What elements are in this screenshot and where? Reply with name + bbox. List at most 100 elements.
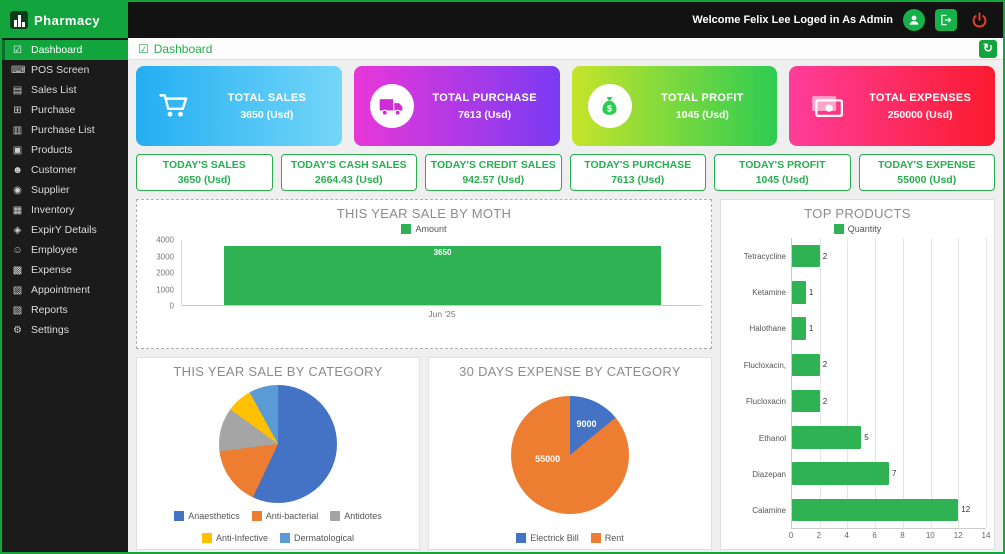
category-label: Halothane	[749, 324, 786, 334]
power-icon[interactable]	[967, 8, 991, 32]
bar-value-label: 2	[822, 251, 828, 261]
stat-card-label: TOTAL PURCHASE	[432, 91, 537, 104]
legend-label: Rent	[604, 533, 624, 543]
legend-sale-category: Anaesthetics Anti-bacterial Antidotes Anti-…	[145, 511, 411, 543]
app-logo: Pharmacy	[2, 2, 128, 38]
legend-swatch	[590, 533, 601, 543]
today-card-today-s-sales: TODAY'S SALES 3650 (Usd)	[136, 154, 273, 191]
reports-icon: ▨	[12, 304, 23, 316]
settings-icon: ⚙	[13, 324, 22, 336]
charts-area: THIS YEAR SALE BY MOTH Amount 0 1000 2000 3…	[136, 199, 995, 550]
sidebar-item-employee[interactable]: ☺ Employee	[2, 240, 128, 260]
category-label: Flucloxacin,	[743, 360, 786, 370]
user-avatar-icon[interactable]	[903, 9, 925, 31]
today-card-value: 55000 (Usd)	[897, 174, 957, 186]
sidebar-item-customer[interactable]: ☻ Customer	[2, 160, 128, 180]
legend-label: Anaesthetics	[188, 511, 240, 521]
expiry-details-icon: ◈	[13, 224, 22, 236]
sidebar-item-purchase[interactable]: ⊞ Purchase	[2, 100, 128, 120]
stat-cards-row: TOTAL SALES 3650 (Usd) TOTAL PURCHASE 7613 …	[136, 66, 995, 146]
logo-chart-icon	[10, 11, 28, 29]
cash-icon	[799, 89, 855, 123]
sidebar-item-products[interactable]: ▣ Products	[2, 140, 128, 160]
pie-value-label: 9000	[576, 418, 597, 429]
sidebar-item-label: Employee	[31, 244, 78, 256]
sidebar-item-label: Expense	[31, 264, 72, 276]
stat-card-value: 3650 (Usd)	[240, 108, 294, 121]
legend-item-rent: Rent	[590, 533, 624, 543]
bar-value-label: 1	[808, 287, 814, 297]
x-axis-tick: 0	[788, 531, 794, 540]
chart-title-sale-category: THIS YEAR SALE BY CATEGORY	[173, 364, 383, 379]
supplier-icon: ◉	[13, 184, 22, 196]
today-card-label: TODAY'S CASH SALES	[290, 159, 407, 171]
sidebar-item-expense[interactable]: ▩ Expense	[2, 260, 128, 280]
legend-swatch	[251, 511, 262, 521]
today-card-today-s-expense: TODAY'S EXPENSE 55000 (Usd)	[858, 154, 995, 191]
sidebar-item-inventory[interactable]: ▦ Inventory	[2, 200, 128, 220]
expense-icon: ▩	[12, 264, 23, 276]
today-card-today-s-profit: TODAY'S PROFIT 1045 (Usd)	[714, 154, 851, 191]
x-axis-tick: 14	[981, 531, 991, 540]
chart-title-expense-category: 30 DAYS EXPENSE BY CATEGORY	[459, 364, 681, 379]
legend-swatch	[330, 511, 341, 521]
x-axis-tick: 6	[872, 531, 877, 540]
inventory-icon: ▦	[12, 204, 23, 216]
breadcrumb-label: Dashboard	[153, 41, 213, 56]
sidebar-item-settings[interactable]: ⚙ Settings	[2, 320, 128, 340]
sidebar-item-dashboard[interactable]: ☑ Dashboard	[2, 40, 128, 60]
bar-tetracycline	[792, 244, 820, 268]
today-card-value: 1045 (Usd)	[755, 174, 809, 186]
sidebar-item-reports[interactable]: ▨ Reports	[2, 300, 128, 320]
stat-card-label: TOTAL EXPENSES	[869, 91, 972, 104]
sidebar-item-purchase-list[interactable]: ▥ Purchase List	[2, 120, 128, 140]
sidebar-item-sales-list[interactable]: ▤ Sales List	[2, 80, 128, 100]
stat-card-value: 250000 (Usd)	[887, 108, 953, 121]
shopping-cart-icon	[146, 89, 202, 123]
year-sale-bar-plot: 0 1000 2000 3000 4000 3650 Jun '25	[145, 236, 703, 319]
today-card-today-s-credit-sales: TODAY'S CREDIT SALES 942.57 (Usd)	[425, 154, 562, 191]
sidebar-item-label: Inventory	[31, 204, 75, 216]
x-axis-label: Jun '25	[428, 309, 456, 319]
today-card-today-s-cash-sales: TODAY'S CASH SALES 2664.43 (Usd)	[280, 154, 417, 191]
legend-item-anti-infective: Anti-Infective	[201, 533, 268, 543]
bar-halothane	[792, 317, 806, 340]
legend-label: Anti-bacterial	[265, 511, 319, 521]
legend-item-dermatological: Dermatological	[280, 533, 354, 543]
legend-swatch	[833, 224, 844, 234]
dashboard-content: TOTAL SALES 3650 (Usd) TOTAL PURCHASE 7613 …	[128, 60, 1003, 552]
today-card-label: TODAY'S CREDIT SALES	[430, 159, 556, 171]
today-card-label: TODAY'S PURCHASE	[584, 159, 692, 171]
sidebar-item-expiry-details[interactable]: ◈ ExpirY Details	[2, 220, 128, 240]
appointment-icon: ▧	[12, 284, 23, 296]
sidebar: ☑ Dashboard ⌨ POS Screen ▤ Sales List ⊞ Purchas…	[2, 38, 128, 552]
x-axis-tick: 10	[925, 531, 935, 540]
today-card-label: TODAY'S PROFIT	[738, 159, 826, 171]
x-axis-tick: 8	[900, 531, 905, 540]
dashboard-icon: ☑	[13, 44, 22, 56]
today-card-value: 7613 (Usd)	[611, 174, 665, 186]
pie-value-label: 55000	[535, 454, 561, 465]
breadcrumb-item: ☑ Dashboard	[138, 42, 212, 56]
legend-swatch	[174, 511, 185, 521]
sidebar-item-label: Appointment	[31, 284, 90, 296]
legend-swatch	[516, 533, 527, 543]
panel-expense-by-category: 30 DAYS EXPENSE BY CATEGORY 9000 55000 El…	[428, 357, 712, 550]
sidebar-item-label: Products	[31, 144, 73, 156]
sidebar-item-label: Sales List	[31, 84, 77, 96]
refresh-icon[interactable]: ↻	[979, 39, 997, 58]
delivery-truck-icon	[364, 84, 420, 128]
sidebar-item-supplier[interactable]: ◉ Supplier	[2, 180, 128, 200]
sidebar-item-appointment[interactable]: ▧ Appointment	[2, 280, 128, 300]
bar-diazepan	[792, 462, 889, 485]
sidebar-item-label: Purchase	[31, 104, 76, 116]
category-label: Ketamine	[752, 288, 786, 298]
legend-swatch	[280, 533, 290, 543]
bar-flucloxacin	[792, 353, 820, 377]
today-card-today-s-purchase: TODAY'S PURCHASE 7613 (Usd)	[569, 154, 706, 191]
sidebar-item-pos-screen[interactable]: ⌨ POS Screen	[2, 60, 128, 80]
logout-icon[interactable]	[935, 9, 957, 31]
purchase-icon: ⊞	[13, 104, 22, 116]
stat-card-total-expenses: TOTAL EXPENSES 250000 (Usd)	[789, 66, 995, 146]
